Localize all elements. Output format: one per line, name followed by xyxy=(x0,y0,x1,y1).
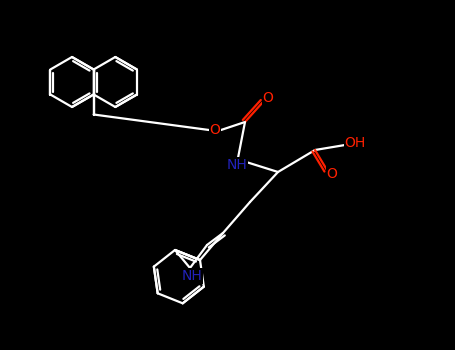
Text: O: O xyxy=(263,91,273,105)
Text: O: O xyxy=(327,167,338,181)
Text: O: O xyxy=(210,123,220,137)
Text: OH: OH xyxy=(344,136,366,150)
Text: NH: NH xyxy=(182,269,202,283)
Text: NH: NH xyxy=(227,158,248,172)
